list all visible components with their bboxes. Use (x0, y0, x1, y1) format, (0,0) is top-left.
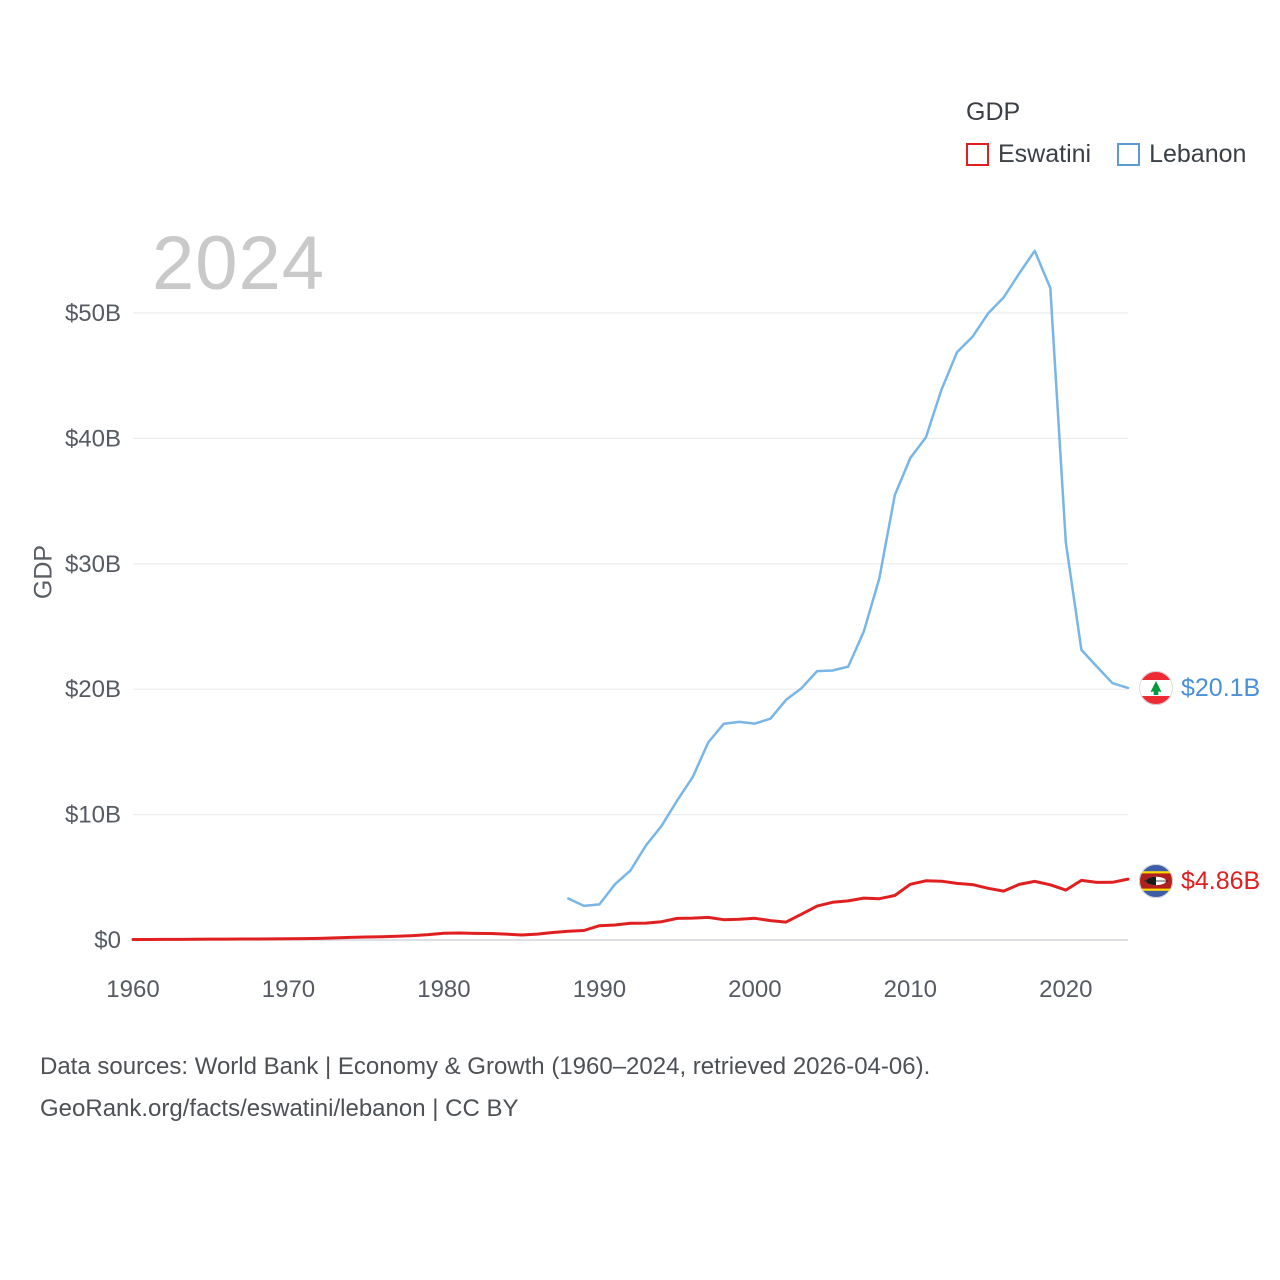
legend-label-eswatini: Eswatini (998, 140, 1092, 168)
end-label-eswatini: $4.86B (1139, 864, 1260, 898)
eswatini-flag-icon (1139, 864, 1173, 898)
y-tick-label: $30B (65, 551, 121, 578)
series-line-eswatini[interactable] (131, 877, 1130, 941)
lebanon-flag-icon (1139, 671, 1173, 705)
x-tick-label: 2000 (728, 976, 781, 1003)
footer-data-sources: Data sources: World Bank | Economy & Gro… (40, 1053, 931, 1080)
x-tick-label: 1980 (417, 976, 470, 1003)
footer-attribution-link: GeoRank.org/facts/eswatini/lebanon | CC … (40, 1095, 519, 1122)
end-value-lebanon: $20.1B (1181, 673, 1261, 702)
footer: Data sources: World Bank | Economy & Gro… (40, 1046, 930, 1130)
legend-item-lebanon[interactable]: Lebanon (1117, 140, 1246, 169)
eswatini-legend-swatch (966, 143, 989, 166)
end-value-eswatini: $4.86B (1181, 866, 1261, 895)
legend-items: Eswatini Lebanon (966, 140, 1246, 169)
x-tick-label: 1960 (106, 976, 159, 1003)
series-line-lebanon[interactable] (567, 249, 1130, 908)
legend-title: GDP (966, 98, 1021, 126)
y-tick-label: $20B (65, 676, 121, 703)
legend: GDP Eswatini Lebanon (966, 98, 1246, 169)
lebanon-legend-swatch (1117, 143, 1141, 166)
x-tick-label: 1970 (262, 976, 315, 1003)
x-tick-label: 2020 (1039, 976, 1092, 1003)
y-tick-label: $0 (94, 927, 121, 954)
y-tick-label: $40B (65, 425, 121, 452)
y-tick-label: $50B (65, 300, 121, 327)
watermark-year: 2024 (152, 221, 326, 306)
end-label-lebanon: $20.1B (1139, 671, 1260, 705)
x-tick-label: 1990 (573, 976, 626, 1003)
legend-item-eswatini[interactable]: Eswatini (966, 140, 1091, 169)
x-tick-label: 2010 (884, 976, 937, 1003)
legend-label-lebanon: Lebanon (1149, 140, 1247, 168)
y-tick-label: $10B (65, 802, 121, 829)
